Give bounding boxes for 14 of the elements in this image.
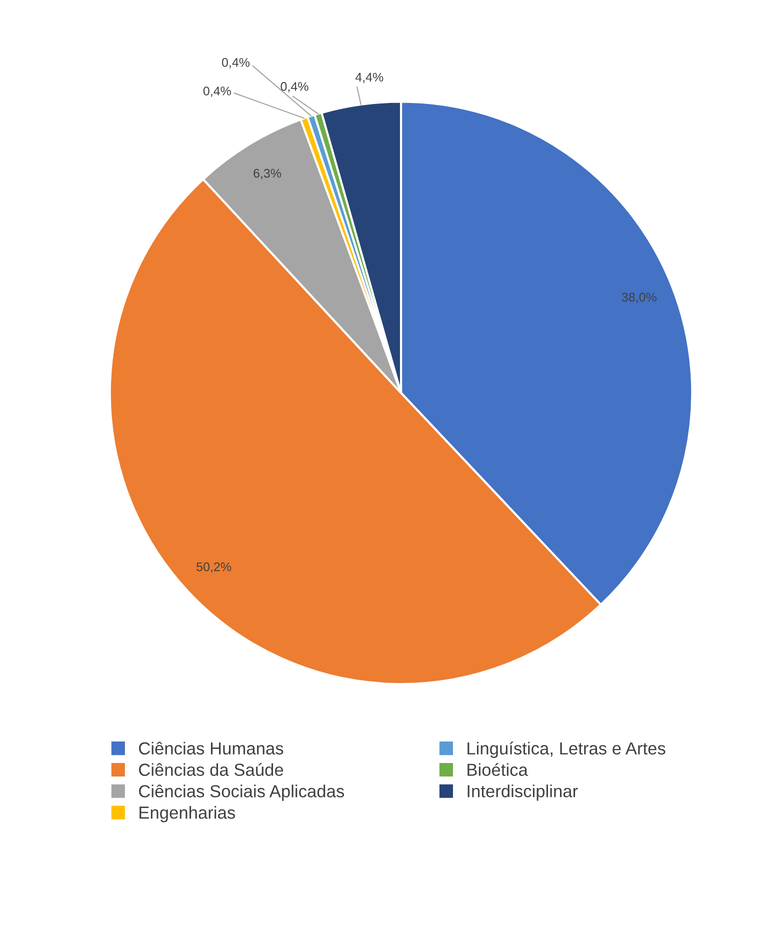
legend-label: Engenharias bbox=[140, 806, 235, 822]
data-label: 38,0% bbox=[622, 292, 656, 304]
data-label: 0,4% bbox=[203, 86, 231, 97]
data-label: 4,4% bbox=[355, 72, 384, 84]
legend-label: Linguística, Letras e Artes bbox=[468, 742, 666, 758]
legend-label: Ciências Humanas bbox=[139, 742, 284, 755]
legend-label: Ciências da Saúde bbox=[139, 763, 284, 776]
data-label: 0,4% bbox=[222, 58, 250, 68]
legend-label: Ciências Sociais Aplicadas bbox=[139, 784, 344, 801]
data-label: 0,4% bbox=[280, 82, 308, 92]
legend-label: Bioética bbox=[468, 763, 528, 776]
data-label: 50,2% bbox=[196, 562, 232, 573]
legend-label: Interdisciplinar bbox=[468, 784, 578, 801]
data-label: 6,3% bbox=[254, 168, 282, 180]
